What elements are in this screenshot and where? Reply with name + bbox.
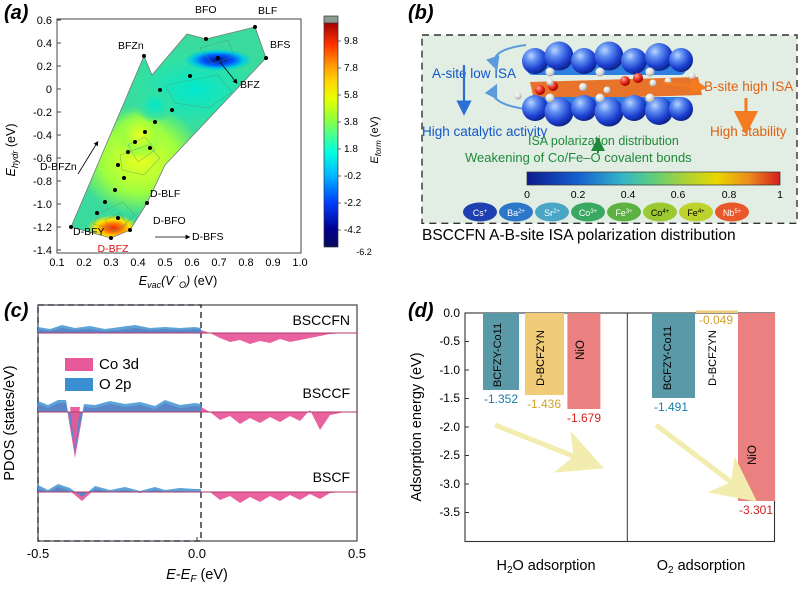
svg-text:-0.5: -0.5 [27,546,49,561]
svg-text:0.4: 0.4 [130,257,145,269]
svg-text:High stability: High stability [710,124,787,139]
svg-text:0.1: 0.1 [49,257,64,269]
svg-text:A-site low ISA: A-site low ISA [432,66,516,81]
svg-text:BFZ: BFZ [240,79,260,91]
svg-text:BSCCFN: BSCCFN [292,312,350,328]
svg-text:BSCCF: BSCCF [303,385,350,401]
svg-text:D-BFS: D-BFS [192,231,224,243]
svg-text:BLF: BLF [258,5,277,17]
svg-text:BCFZY-Co11: BCFZY-Co11 [492,323,504,387]
svg-text:-3.0: -3.0 [439,477,460,491]
svg-text:0.5: 0.5 [348,546,366,561]
svg-text:-1.352: -1.352 [484,392,518,406]
svg-text:-1.4: -1.4 [33,245,52,257]
svg-text:0.0: 0.0 [443,306,460,320]
svg-text:-6.2: -6.2 [356,247,372,257]
svg-text:-1.0: -1.0 [33,199,52,211]
svg-text:-0.5: -0.5 [439,334,460,348]
svg-text:-3.301: -3.301 [739,503,773,517]
svg-text:O 2p: O 2p [99,376,132,393]
svg-text:-4.2: -4.2 [344,225,362,236]
svg-text:1: 1 [777,189,783,201]
svg-text:-0.4: -0.4 [33,130,52,142]
svg-text:0.4: 0.4 [621,189,636,201]
svg-text:0.2: 0.2 [76,257,91,269]
svg-text:-0.2: -0.2 [33,107,52,119]
svg-text:0: 0 [524,189,530,201]
svg-text:D-BFY: D-BFY [73,226,105,238]
svg-text:-1.679: -1.679 [567,411,601,425]
svg-text:3.8: 3.8 [344,117,358,128]
svg-text:Evac(V··O) (eV): Evac(V··O) (eV) [139,272,217,290]
svg-text:BSCCFN A-B-site ISA polarizati: BSCCFN A-B-site ISA polarization distrib… [422,227,736,244]
svg-text:0.3: 0.3 [103,257,118,269]
svg-text:-1.491: -1.491 [654,400,688,414]
svg-text:NiO: NiO [575,340,587,360]
svg-text:0.7: 0.7 [211,257,226,269]
svg-text:0.5: 0.5 [157,257,172,269]
svg-text:0.6: 0.6 [671,189,686,201]
svg-text:-0.049: -0.049 [699,313,733,327]
svg-text:0: 0 [46,84,52,96]
svg-text:-1.0: -1.0 [439,363,460,377]
svg-text:0.4: 0.4 [37,38,52,50]
svg-text:B-site high ISA: B-site high ISA [704,79,793,94]
svg-text:0.0: 0.0 [188,546,206,561]
svg-text:0.6: 0.6 [184,257,199,269]
svg-text:BFO: BFO [195,4,217,16]
svg-text:H2O adsorption: H2O adsorption [496,558,595,576]
svg-text:-0.6: -0.6 [33,153,52,165]
svg-text:0.2: 0.2 [571,189,586,201]
svg-text:-2.2: -2.2 [344,198,362,209]
svg-text:5.8: 5.8 [344,90,358,101]
svg-text:D-BFZ: D-BFZ [98,243,129,255]
svg-text:PDOS (states/eV): PDOS (states/eV) [2,365,18,480]
svg-text:Eform (eV): Eform (eV) [369,116,383,163]
svg-text:Weakening of Co/Fe–O covalent: Weakening of Co/Fe–O covalent bonds [465,150,692,165]
svg-text:-3.5: -3.5 [439,505,460,519]
svg-text:Co 3d: Co 3d [99,356,139,373]
svg-text:-2.5: -2.5 [439,448,460,462]
svg-text:E-EF (eV): E-EF (eV) [166,567,228,585]
svg-text:1.0: 1.0 [292,257,307,269]
svg-text:D-BCFZYN: D-BCFZYN [535,330,547,386]
svg-text:0.2: 0.2 [37,61,52,73]
svg-text:0.9: 0.9 [265,257,280,269]
svg-text:0.8: 0.8 [238,257,253,269]
svg-text:-2.0: -2.0 [439,420,460,434]
svg-text:BCFZY-Co11: BCFZY-Co11 [662,326,674,390]
svg-text:ISA polarization distribution: ISA polarization distribution [528,134,679,148]
svg-text:BSCF: BSCF [313,469,350,485]
svg-text:7.8: 7.8 [344,63,358,74]
svg-text:0.6: 0.6 [37,15,52,27]
svg-text:0.8: 0.8 [722,189,737,201]
svg-text:-0.2: -0.2 [344,171,362,182]
svg-text:Ehydr (eV): Ehydr (eV) [4,124,20,177]
svg-text:BFS: BFS [270,39,290,51]
svg-text:D-BFO: D-BFO [153,215,186,227]
svg-text:Adsorption energy (eV): Adsorption energy (eV) [409,352,425,501]
svg-text:-1.436: -1.436 [527,397,561,411]
svg-text:-1.5: -1.5 [439,391,460,405]
svg-text:1.8: 1.8 [344,144,358,155]
svg-text:-0.8: -0.8 [33,176,52,188]
svg-text:9.8: 9.8 [344,36,358,47]
svg-text:D-BLF: D-BLF [150,188,180,200]
svg-text:BFZn: BFZn [118,40,144,52]
svg-text:-1.2: -1.2 [33,222,52,234]
svg-text:D-BCFZYN: D-BCFZYN [707,330,719,386]
svg-text:O2 adsorption: O2 adsorption [657,558,746,576]
svg-text:NiO: NiO [747,445,759,465]
